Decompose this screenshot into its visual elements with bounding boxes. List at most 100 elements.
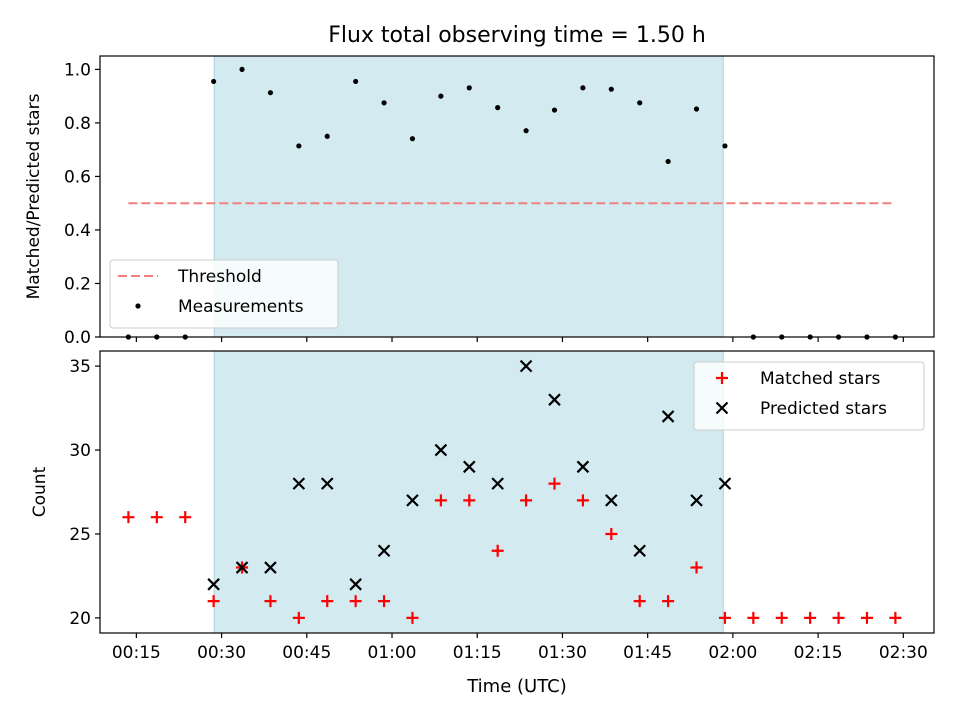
x-tick-label: 01:45 xyxy=(623,643,672,663)
legend-measurement-swatch xyxy=(135,303,141,309)
legend-box xyxy=(109,259,339,329)
matched-star-point xyxy=(179,511,192,524)
legend: Threshold Measurements xyxy=(109,259,339,329)
measurement-point xyxy=(211,78,217,85)
predicted-star-point xyxy=(718,477,732,490)
measurement-point xyxy=(296,143,302,149)
matched-star-point xyxy=(491,544,504,557)
axes-frame xyxy=(99,350,935,634)
x-tick-label: 01:30 xyxy=(538,643,587,663)
predicted-star-point xyxy=(434,443,448,457)
predicted-star-point xyxy=(463,460,476,474)
legend-label: Predicted stars xyxy=(760,399,887,419)
matched-star-point xyxy=(832,611,845,624)
predicted-star-point xyxy=(320,477,334,490)
observing-span-shade xyxy=(213,350,724,634)
matched-star-point xyxy=(122,511,135,524)
matched-star-point xyxy=(406,611,419,624)
measurement-point xyxy=(551,107,558,113)
matched-star-point xyxy=(633,595,646,608)
x-tick-label: 00:15 xyxy=(112,643,161,663)
matched-star-point xyxy=(804,611,817,624)
measurement-point xyxy=(722,143,728,149)
predicted-star-point xyxy=(690,494,703,507)
predicted-star-point xyxy=(207,578,220,591)
x-tick-label: 02:00 xyxy=(708,643,757,663)
y-tick-label: 25 xyxy=(69,525,91,545)
matched-star-point xyxy=(349,595,362,608)
ratio-panel: 0.0 0.2 0.4 0.6 0.8 1.0 Matched/Predicted star… xyxy=(24,55,935,348)
measurement-point xyxy=(324,133,330,139)
predicted-star-point xyxy=(661,410,675,423)
matched-star-point xyxy=(150,511,163,524)
y-tick-label: 0.6 xyxy=(64,167,91,187)
x-tick-label: 00:30 xyxy=(197,643,246,663)
y-tick-label: 0.0 xyxy=(64,328,91,348)
predicted-star-point xyxy=(633,544,646,558)
x-tick-label: 00:45 xyxy=(282,643,331,663)
matched-star-point xyxy=(548,477,561,490)
y-tick-label: 35 xyxy=(69,357,91,377)
measurement-point xyxy=(353,78,359,85)
measurement-point xyxy=(580,85,586,91)
y-axis-label: Count xyxy=(30,466,50,517)
axes-frame xyxy=(99,55,935,338)
x-axis-label: Time (UTC) xyxy=(466,676,567,697)
measurement-point xyxy=(665,158,671,165)
measurement-point xyxy=(495,105,501,111)
matched-star-point xyxy=(292,611,305,624)
count-panel: 20 25 30 35 00:15 00:30 00:45 01:00 01:15 01:30 01… xyxy=(30,350,935,663)
legend-box xyxy=(693,361,925,431)
measurement-point xyxy=(693,106,700,112)
y-tick-label: 30 xyxy=(69,441,91,461)
matched-star-point xyxy=(207,595,220,608)
matched-star-point xyxy=(775,611,788,624)
matched-star-point xyxy=(860,611,873,624)
matched-star-point xyxy=(520,494,533,507)
measurement-point xyxy=(637,100,643,106)
predicted-star-point xyxy=(377,544,391,558)
matched-star-point xyxy=(434,494,447,507)
matched-star-point xyxy=(321,595,334,608)
matched-star-point xyxy=(690,561,703,574)
legend-predicted-swatch xyxy=(715,401,729,415)
legend: Matched stars Predicted stars xyxy=(693,361,925,431)
predicted-star-point xyxy=(491,477,504,490)
x-tick-label: 01:15 xyxy=(453,643,502,663)
measurement-point xyxy=(438,93,444,99)
y-tick-label: 0.8 xyxy=(64,114,91,134)
x-tick-label: 02:30 xyxy=(879,643,928,663)
y-tick-label: 0.4 xyxy=(64,221,91,241)
y-tick-label: 1.0 xyxy=(64,60,91,80)
y-tick-label: 20 xyxy=(69,609,91,629)
predicted-star-point xyxy=(548,393,561,406)
measurement-point xyxy=(381,100,387,106)
legend-matched-swatch xyxy=(716,372,728,384)
predicted-star-point xyxy=(519,359,533,373)
chart-title: Flux total observing time = 1.50 h xyxy=(328,23,706,48)
matched-star-point xyxy=(576,494,589,507)
x-tick-label: 02:15 xyxy=(794,643,843,663)
matched-star-point xyxy=(889,611,902,624)
x-tick-label: 01:00 xyxy=(368,643,417,663)
predicted-star-point xyxy=(349,578,362,591)
legend-label: Measurements xyxy=(178,297,304,317)
predicted-star-point xyxy=(292,477,306,490)
matched-star-point xyxy=(378,595,391,608)
matched-star-point xyxy=(747,611,760,624)
predicted-star-point xyxy=(406,494,419,507)
measurement-point xyxy=(466,85,472,91)
predicted-star-point xyxy=(235,561,249,574)
y-tick-label: 0.2 xyxy=(64,274,91,294)
measurement-point xyxy=(409,136,416,142)
measurement-point xyxy=(239,66,245,72)
predicted-star-point xyxy=(264,561,277,574)
legend-label: Matched stars xyxy=(760,369,880,389)
y-axis-label: Matched/Predicted stars xyxy=(24,93,44,299)
matched-star-point xyxy=(605,527,618,540)
matched-star-point xyxy=(463,494,476,507)
predicted-star-point xyxy=(576,460,590,474)
predicted-star-point xyxy=(605,494,618,507)
legend-label: Threshold xyxy=(177,267,262,287)
